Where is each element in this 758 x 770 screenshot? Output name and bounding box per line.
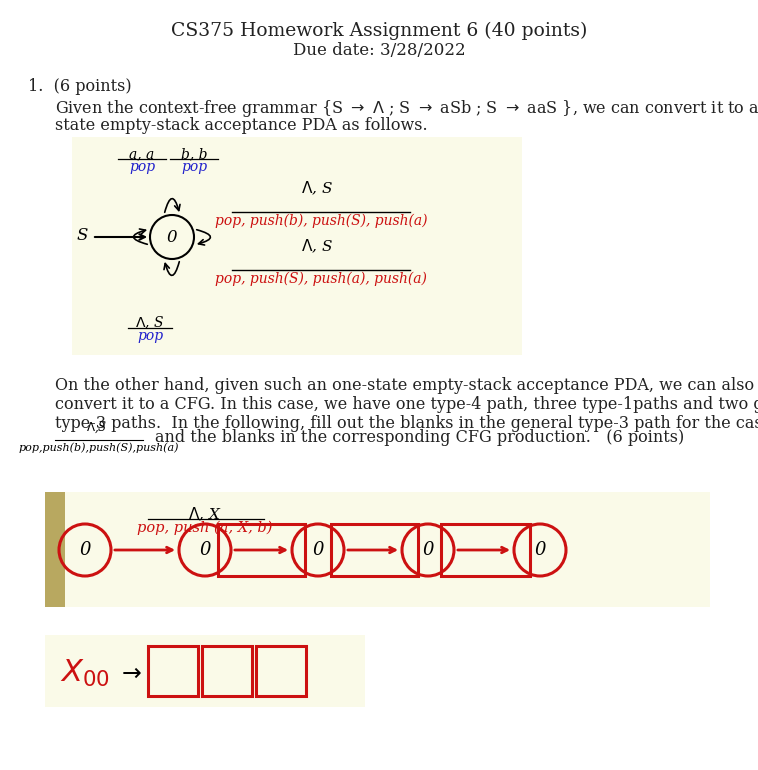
FancyBboxPatch shape: [256, 646, 306, 696]
Text: $\Lambda$, S: $\Lambda$, S: [301, 238, 333, 255]
Text: 0: 0: [534, 541, 546, 559]
FancyBboxPatch shape: [218, 524, 305, 576]
Text: b, b: b, b: [180, 147, 207, 161]
Text: $\rightarrow$: $\rightarrow$: [117, 661, 143, 685]
Text: state empty-stack acceptance PDA as follows.: state empty-stack acceptance PDA as foll…: [55, 117, 428, 134]
FancyBboxPatch shape: [202, 646, 252, 696]
Text: 0: 0: [80, 541, 91, 559]
Text: $\Lambda$,S: $\Lambda$,S: [86, 420, 108, 435]
FancyBboxPatch shape: [148, 646, 198, 696]
Text: 0: 0: [312, 541, 324, 559]
Text: type-3 paths.  In the following, fill out the blanks in the general type-3 path : type-3 paths. In the following, fill out…: [55, 415, 758, 432]
FancyBboxPatch shape: [331, 524, 418, 576]
Text: CS375 Homework Assignment 6 (40 points): CS375 Homework Assignment 6 (40 points): [171, 22, 587, 40]
Text: Given the context-free grammar {S $\rightarrow$ $\Lambda$ ; S $\rightarrow$ aSb : Given the context-free grammar {S $\righ…: [55, 98, 758, 119]
Text: pop, push(b), push(S), push(a): pop, push(b), push(S), push(a): [215, 214, 428, 229]
Text: pop, push(S), push(a), push(a): pop, push(S), push(a), push(a): [215, 272, 427, 286]
FancyBboxPatch shape: [45, 492, 710, 607]
Text: pop: pop: [129, 160, 155, 174]
FancyBboxPatch shape: [72, 137, 522, 355]
Text: pop,push(b),push(S),push(a): pop,push(b),push(S),push(a): [19, 442, 179, 453]
Text: On the other hand, given such an one-state empty-stack acceptance PDA, we can al: On the other hand, given such an one-sta…: [55, 377, 754, 394]
FancyBboxPatch shape: [441, 524, 530, 576]
Text: $\Lambda$, X: $\Lambda$, X: [188, 506, 222, 524]
Text: 1.  (6 points): 1. (6 points): [28, 78, 132, 95]
Text: a, a: a, a: [130, 147, 155, 161]
Text: S: S: [77, 227, 88, 245]
Text: Due date: 3/28/2022: Due date: 3/28/2022: [293, 42, 465, 59]
Text: 0: 0: [199, 541, 211, 559]
FancyBboxPatch shape: [45, 635, 365, 707]
Text: $\Lambda$, S: $\Lambda$, S: [136, 315, 164, 331]
Text: $\Lambda$, S: $\Lambda$, S: [301, 179, 333, 197]
FancyBboxPatch shape: [45, 492, 65, 607]
Text: $X_{00}$: $X_{00}$: [60, 658, 110, 688]
Text: 0: 0: [422, 541, 434, 559]
Text: and the blanks in the corresponding CFG production.   (6 points): and the blanks in the corresponding CFG …: [155, 430, 684, 447]
Text: convert it to a CFG. In this case, we have one type-4 path, three type-1paths an: convert it to a CFG. In this case, we ha…: [55, 396, 758, 413]
Text: pop: pop: [137, 329, 163, 343]
Text: pop, push (a, X, b): pop, push (a, X, b): [137, 521, 273, 535]
Text: pop: pop: [181, 160, 207, 174]
Text: 0: 0: [167, 229, 177, 246]
